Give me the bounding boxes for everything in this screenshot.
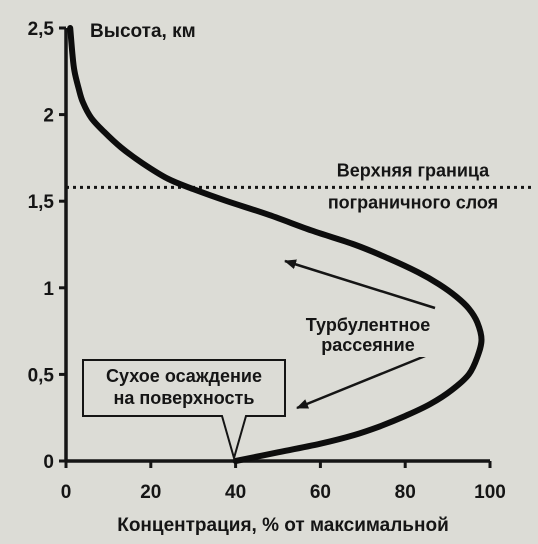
turbulent-arrow-lower xyxy=(296,350,436,410)
x-tick-label: 60 xyxy=(310,482,331,503)
x-axis-title: Концентрация, % от максимальной xyxy=(117,515,449,536)
y-axis-title: Высота, км xyxy=(90,21,196,42)
y-tick-label: 0,5 xyxy=(28,365,55,386)
boundary-layer-label-line2: пограничного слоя xyxy=(328,192,498,212)
x-ticks: 0 20 40 60 80 100 xyxy=(61,461,506,503)
deposition-label-line1: Сухое осаждение xyxy=(106,366,262,386)
turbulent-annotation: Турбулентное рассеяние xyxy=(284,259,442,410)
y-tick-label: 2 xyxy=(43,106,54,127)
concentration-curve xyxy=(67,25,485,464)
boundary-layer-line: Верхняя граница пограничного слоя xyxy=(66,160,532,212)
x-tick-label: 0 xyxy=(61,482,72,503)
y-ticks: 0 0,5 1 1,5 2 2,5 xyxy=(28,19,66,473)
x-tick-label: 40 xyxy=(225,482,246,503)
turbulent-label-line1: Турбулентное xyxy=(306,315,431,335)
y-tick-label: 0 xyxy=(43,452,54,473)
deposition-annotation: Сухое осаждение на поверхность xyxy=(82,359,286,462)
axes xyxy=(64,28,490,463)
y-tick-label: 1,5 xyxy=(28,192,55,213)
deposition-callout-box xyxy=(82,359,286,462)
deposition-label-line2: на поверхность xyxy=(114,388,255,408)
turbulent-arrow-upper xyxy=(284,259,436,310)
y-tick-label: 2,5 xyxy=(28,19,55,40)
x-tick-label: 100 xyxy=(474,482,506,503)
turbulent-label-bg xyxy=(294,313,442,357)
x-tick-label: 80 xyxy=(395,482,416,503)
turbulent-label-line2: рассеяние xyxy=(321,335,415,355)
y-tick-label: 1 xyxy=(43,279,54,300)
x-tick-label: 20 xyxy=(140,482,161,503)
boundary-layer-label-line1: Верхняя граница xyxy=(337,160,490,180)
